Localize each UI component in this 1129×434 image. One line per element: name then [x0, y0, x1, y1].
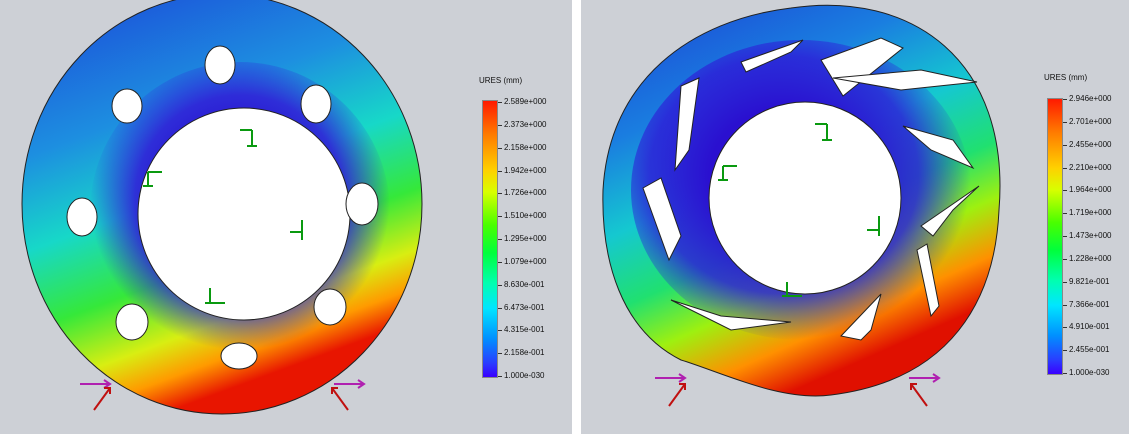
legend-value-label: 1.510e+000 — [504, 211, 547, 221]
right-part-contour — [602, 4, 1001, 407]
legend-value-label: 1.719e+000 — [1069, 208, 1112, 218]
right-plot-panel: URES (mm) 2.946e+000 2.701e+000 2.455e+000… — [581, 0, 1129, 434]
legend-value-label: 2.589e+000 — [504, 97, 547, 106]
legend-tick — [498, 193, 502, 195]
legend-tick — [1063, 258, 1067, 260]
legend-tick — [1063, 350, 1067, 352]
force-arrows — [80, 379, 366, 411]
legend-tick — [498, 239, 502, 240]
legend-tick — [1063, 373, 1067, 374]
legend-tick — [498, 284, 502, 286]
legend-tick — [498, 376, 502, 377]
fixture-icons — [718, 123, 880, 297]
color-legend-bar — [1047, 98, 1063, 375]
legend-value-label: 8.630e-001 — [504, 279, 545, 289]
legend-value-label: 4.910e-001 — [1069, 322, 1110, 332]
legend-value-label: 1.942e+000 — [504, 165, 547, 175]
legend-value-label: 1.726e+000 — [504, 188, 547, 198]
legend-tick — [498, 147, 502, 149]
legend-tick — [1063, 99, 1067, 100]
legend-value-label: 1.964e+000 — [1069, 185, 1112, 195]
legend-value-label: 9.821e-001 — [1069, 276, 1110, 286]
legend-tick — [1063, 144, 1067, 146]
force-arrows — [655, 373, 941, 407]
legend-value-label: 1.000e-030 — [504, 371, 545, 380]
legend-value-label: 2.701e+000 — [1069, 116, 1112, 126]
left-plot-panel: URES (mm) 2.589e+000 2.373e+000 2.158e+000… — [0, 0, 572, 434]
legend-tick — [1063, 236, 1067, 237]
legend-tick — [1063, 304, 1067, 306]
legend-tick — [1063, 167, 1067, 169]
legend-value-label: 2.158e+000 — [504, 142, 547, 152]
legend-value-label: 1.295e+000 — [504, 234, 547, 243]
legend-title: URES (mm) — [479, 76, 523, 85]
legend-tick — [498, 102, 502, 103]
legend-value-label: 6.473e-001 — [504, 302, 545, 312]
legend-value-label: 2.455e-001 — [1069, 345, 1110, 355]
legend-value-label: 1.079e+000 — [504, 256, 547, 266]
legend-tick — [498, 124, 502, 126]
legend-value-label: 7.366e-001 — [1069, 299, 1110, 309]
legend-value-label: 1.000e-030 — [1069, 368, 1110, 377]
legend-tick — [498, 170, 502, 172]
legend-value-label: 2.158e-001 — [504, 348, 545, 358]
legend-tick — [498, 330, 502, 332]
legend-tick — [1063, 327, 1067, 329]
legend-tick — [1063, 121, 1067, 123]
legend-tick — [498, 216, 502, 218]
legend-value-label: 2.210e+000 — [1069, 162, 1112, 172]
legend-tick — [498, 353, 502, 355]
legend-tick — [498, 261, 502, 263]
legend-value-label: 2.455e+000 — [1069, 139, 1112, 149]
left-part-contour — [21, 0, 423, 415]
legend-value-label: 2.373e+000 — [504, 119, 547, 129]
legend-value-label: 4.315e-001 — [504, 325, 545, 335]
legend-value-label: 1.473e+000 — [1069, 231, 1112, 240]
legend-tick — [1063, 190, 1067, 192]
legend-value-label: 1.228e+000 — [1069, 253, 1112, 263]
legend-title: URES (mm) — [1044, 73, 1088, 82]
legend-tick — [1063, 281, 1067, 283]
fixture-icons — [143, 129, 303, 304]
legend-tick — [1063, 213, 1067, 215]
legend-value-label: 2.946e+000 — [1069, 94, 1112, 103]
legend-tick — [498, 307, 502, 309]
color-legend-bar — [482, 100, 498, 378]
